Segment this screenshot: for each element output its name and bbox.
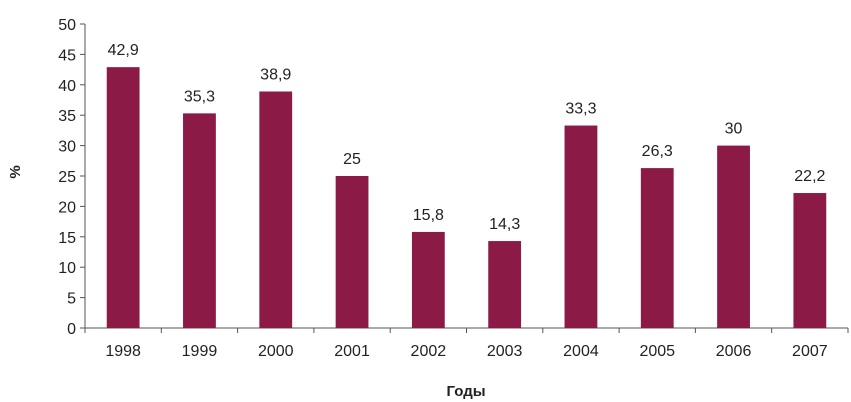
y-tick-label: 15 <box>58 230 76 247</box>
x-tick-label: 2000 <box>258 343 294 360</box>
data-label-2002: 15,8 <box>413 207 444 224</box>
data-label-2000: 38,9 <box>260 66 291 83</box>
bar-2007 <box>793 193 827 328</box>
y-tick-label: 40 <box>58 78 76 95</box>
x-tick-label: 2006 <box>716 343 752 360</box>
bar-2005 <box>640 168 674 328</box>
data-label-2003: 14,3 <box>489 216 520 233</box>
bar-2001 <box>335 176 369 328</box>
y-tick-label: 25 <box>58 169 76 186</box>
data-label-2005: 26,3 <box>642 143 673 160</box>
bar-1999 <box>183 113 216 328</box>
x-tick-label: 2003 <box>487 343 523 360</box>
data-label-2007: 22,2 <box>794 168 825 185</box>
data-label-2001: 25 <box>343 151 361 168</box>
bar-2002 <box>411 231 445 328</box>
data-label-1999: 35,3 <box>184 88 215 105</box>
x-tick-label: 2007 <box>792 343 828 360</box>
y-axis-title: % <box>7 165 24 178</box>
bar-2000 <box>259 91 293 328</box>
y-tick-label: 30 <box>58 139 76 156</box>
bars <box>106 67 827 328</box>
x-tick-label: 2004 <box>563 343 599 360</box>
data-label-2006: 30 <box>725 121 743 138</box>
y-axis: 0 5 10 15 20 25 30 35 40 45 50 <box>58 17 86 338</box>
bar-2004 <box>564 125 598 328</box>
x-axis-title: Годы <box>446 383 485 400</box>
y-tick-label: 45 <box>58 47 76 64</box>
data-labels: 42,9 35,3 38,9 25 15,8 14,3 33,3 26,3 30 22,2 <box>108 42 826 233</box>
x-tick-label: 2001 <box>334 343 370 360</box>
x-tick-label: 1999 <box>182 343 218 360</box>
bar-1998 <box>106 67 140 328</box>
data-label-2004: 33,3 <box>565 101 596 118</box>
y-tick-label: 10 <box>58 260 76 277</box>
bar-2006 <box>717 145 750 328</box>
x-tick-label: 2002 <box>411 343 447 360</box>
y-tick-label: 20 <box>58 199 76 216</box>
x-tick-label: 2005 <box>639 343 675 360</box>
x-tick-label: 1998 <box>105 343 141 360</box>
y-tick-label: 50 <box>58 17 76 34</box>
y-tick-label: 0 <box>67 321 76 338</box>
data-label-1998: 42,9 <box>108 42 139 59</box>
x-axis: 1998 1999 2000 2001 2002 2003 2004 2005 2006 2007 <box>84 327 849 360</box>
y-tick-label: 5 <box>67 291 76 308</box>
bar-2003 <box>488 241 522 328</box>
y-tick-label: 35 <box>58 108 76 125</box>
